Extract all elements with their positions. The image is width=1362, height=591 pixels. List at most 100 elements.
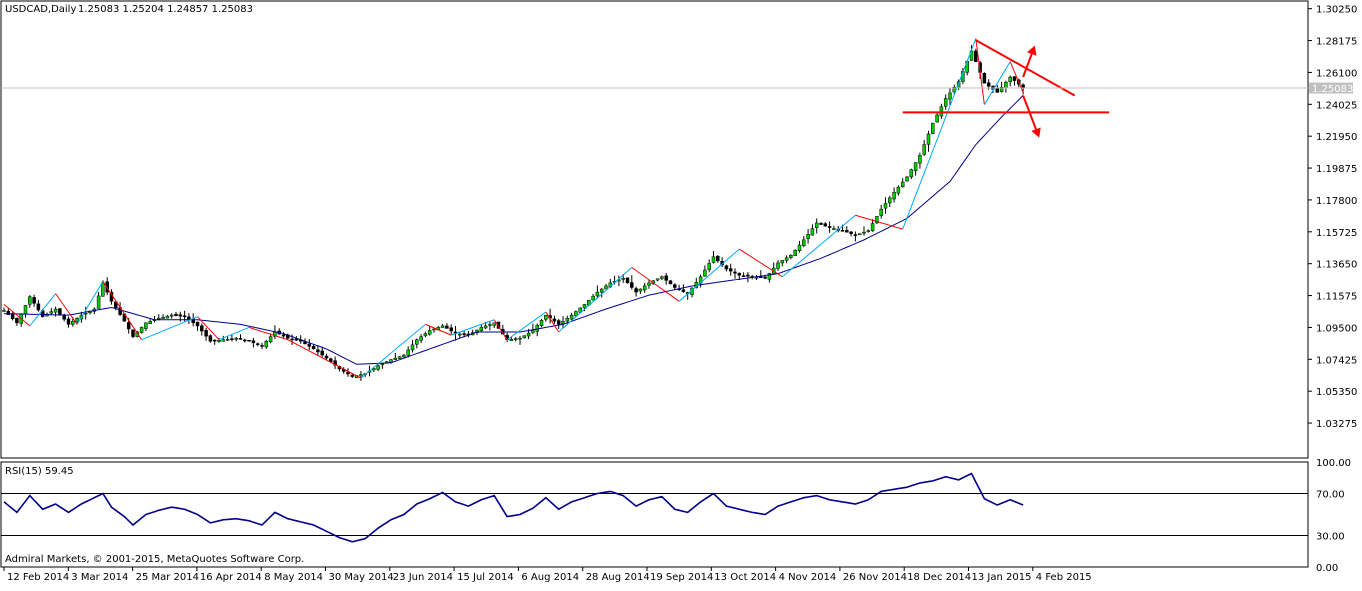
candle [148,319,152,324]
candle [569,312,574,322]
candle [789,254,793,260]
candle-body-up [943,98,948,107]
candle [247,339,251,342]
zigzag-down-segment [248,326,288,341]
time-axis: 12 Feb 2014 3 Mar 2014 25 Mar 2014 16 Apr 2… [3,567,1092,583]
candle-body-up [569,314,574,320]
candle [797,240,802,253]
candle [948,87,952,106]
candle-body-up [935,114,939,123]
candle-body-down [15,317,19,324]
time-tick-label: 4 Feb 2015 [1036,572,1092,583]
candle-body-up [101,282,105,297]
candle [509,337,514,341]
candle [260,342,264,349]
candle [165,314,170,319]
time-tick-label: 26 Nov 2014 [843,572,907,583]
candle [458,332,462,339]
candle-body-down [746,274,750,277]
candle-body-down [182,315,187,318]
candle-body-up [784,257,789,261]
time-tick-label: 13 Oct 2014 [714,572,776,583]
current-price-label: 1.25083 [1312,84,1353,95]
candle-body-down [178,314,183,317]
candle [217,338,221,343]
candle [350,373,355,378]
candle-body-down [126,322,131,330]
candle [83,306,88,320]
candle-body-up [423,333,428,337]
time-tick-label: 19 Sep 2014 [650,572,713,583]
zigzag-down-segment [1009,61,1024,93]
candle-body-down [728,268,733,272]
candle-body-down [333,360,337,366]
candle-body-up [896,186,901,194]
candle-body-up [599,288,604,293]
time-tick-label: 4 Nov 2014 [779,572,837,583]
candle [634,286,638,297]
candle [793,249,797,257]
candle-body-up [922,144,926,155]
candle [518,335,522,345]
candle-body-down [449,327,453,332]
zigzag-up-segment [29,293,56,327]
candle [380,362,385,369]
candle-body-up [900,181,905,188]
candle [909,168,914,180]
candle [763,275,767,280]
candle [746,272,750,283]
candle [879,204,883,219]
candle [857,233,862,235]
candle-body-up [931,122,935,134]
price-tick-label: 1.24025 [1316,100,1357,111]
candle [892,187,896,203]
candle-body-up [857,233,862,235]
candle-body-down [114,301,118,309]
candle [707,259,711,273]
zigzag-down-segment [739,248,783,278]
candle [724,264,729,272]
candle [101,280,105,297]
candle [664,272,668,285]
candle-body-up [49,311,54,314]
candle-body-up [83,312,88,315]
candle-body-up [875,216,879,224]
zigzag-down-segment [545,311,560,333]
candle [806,229,810,244]
zigzag-up-segment [558,267,633,333]
candle [668,280,673,285]
candle-body-up [165,315,170,319]
zigzag-down-segment [855,214,903,230]
zigzag-up-segment [902,38,977,230]
copyright-text: Admiral Markets, © 2001-2015, MetaQuotes… [5,554,304,565]
rsi-title: RSI(15) 59.45 [5,466,74,477]
time-tick-label: 18 Dec 2014 [907,572,971,583]
candle [496,321,501,329]
candle [754,275,759,280]
price-tick-label: 1.05350 [1316,387,1357,398]
candle-body-up [268,336,273,343]
time-tick-label: 30 May 2014 [329,572,394,583]
candle [552,315,557,324]
candle-body-up [96,295,101,309]
candle-body-down [845,230,849,233]
candle [660,275,664,281]
price-tick-label: 1.09500 [1316,323,1357,334]
candle [393,352,398,361]
candle-body-up [234,337,238,340]
candle [574,310,578,318]
candle-body-up [565,317,570,322]
candle-body-up [139,327,144,333]
candle [780,260,785,267]
candle [144,322,148,331]
candle-body-down [6,310,11,315]
candle [625,277,630,284]
candle-body-up [862,231,866,234]
candle-body-up [806,233,810,239]
candle [311,344,316,350]
candle-body-down [737,273,742,276]
candle-body-up [531,330,535,333]
candle [268,333,273,344]
candle-body-down [664,275,668,281]
candle-body-up [802,239,806,246]
